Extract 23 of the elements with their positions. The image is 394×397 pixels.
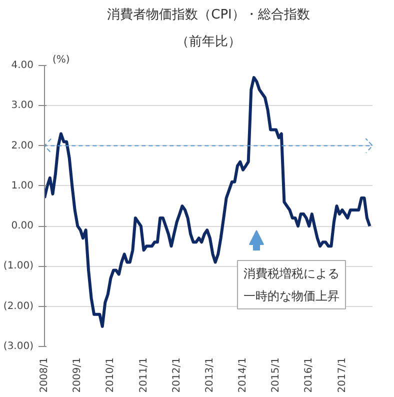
chart-subtitle: （前年比） [176,34,241,50]
y-tick-label: (1.00) [3,260,34,272]
x-tick-label: 2008/1 [39,357,50,393]
x-tick-label: 2011/1 [138,357,150,393]
y-tick-label: 3.00 [11,100,34,112]
x-tick-label: 2010/1 [105,357,116,393]
y-axis-title: (%) [52,54,70,66]
y-tick-label: 1.00 [11,180,34,192]
annotation: 消費税増税による一時的な物価上昇 [244,266,340,303]
x-tick-label: 2014/1 [238,357,249,393]
x-tick-label: 2017/1 [336,357,348,393]
y-tick-label: 0.00 [11,220,34,232]
x-tick-label: 2015/1 [270,357,282,393]
x-tick-label: 2013/1 [204,357,216,393]
x-tick-label: 2016/1 [304,357,315,393]
y-tick-label: (3.00) [3,341,34,352]
chart-title: 消費者物価指数（CPI）・総合指数 [107,8,310,22]
line-series [44,76,372,328]
x-tick-label: 2009/1 [72,357,84,393]
y-tick-label: 2.00 [11,140,34,152]
y-tick-label: 4.00 [11,60,34,71]
x-tick-label: 2012/1 [171,357,182,393]
y-tick-label: (2.00) [3,300,34,312]
